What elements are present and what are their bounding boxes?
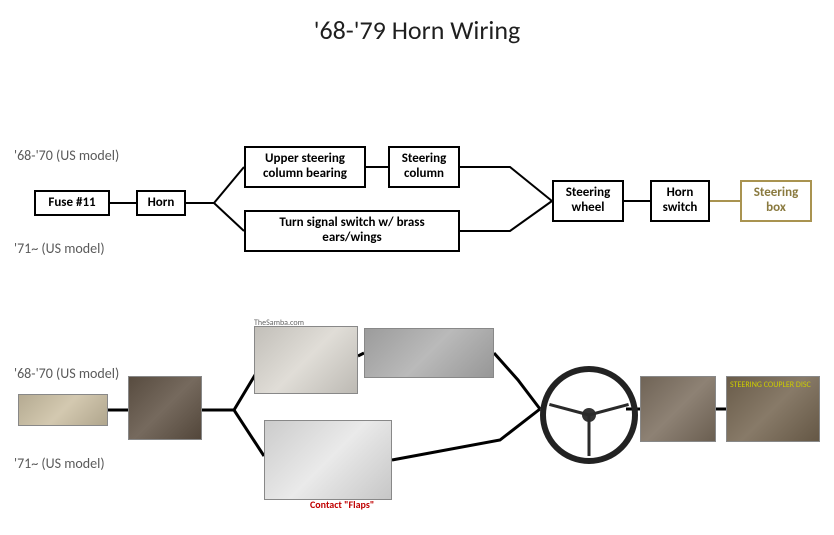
- photo-horn: [128, 376, 202, 440]
- edge: [186, 203, 244, 231]
- edge: [460, 201, 552, 231]
- photo-turn-signal: [264, 420, 392, 500]
- flow-node-wheel: Steeringwheel: [552, 180, 624, 222]
- watermark: STEERING COUPLER DISC: [730, 380, 811, 390]
- photo-steering-column: [364, 328, 494, 378]
- edge: [460, 167, 552, 201]
- flow-node-fuse: Fuse #11: [34, 190, 110, 216]
- flow-node-box: Steeringbox: [740, 180, 812, 222]
- caption: Contact "Flaps": [310, 498, 374, 511]
- edge: [202, 410, 264, 456]
- edge: [392, 409, 540, 460]
- flow-node-horn: Horn: [136, 190, 186, 216]
- flow-node-col: Steeringcolumn: [388, 146, 460, 188]
- flow-node-switch: Hornswitch: [650, 180, 710, 222]
- watermark: TheSamba.com: [254, 318, 304, 328]
- flow-node-upper: Upper steeringcolumn bearing: [244, 146, 366, 188]
- photo-fuse-block: [18, 394, 108, 426]
- photo-horn-switch-front: [640, 376, 716, 442]
- era-label: '68-'70 (US model): [14, 147, 119, 164]
- era-label: '71~ (US model): [14, 455, 105, 472]
- edge: [186, 167, 244, 203]
- edge: [494, 353, 540, 409]
- edge-layer: [0, 0, 834, 535]
- era-label: '68-'70 (US model): [14, 365, 119, 382]
- flow-node-signal: Turn signal switch w/ brassears/wings: [244, 210, 460, 252]
- era-label: '71~ (US model): [14, 240, 105, 257]
- photo-steering-wheel: [540, 366, 638, 464]
- photo-bearing-wire: [254, 326, 358, 394]
- page-title: '68-'79 Horn Wiring: [0, 14, 834, 46]
